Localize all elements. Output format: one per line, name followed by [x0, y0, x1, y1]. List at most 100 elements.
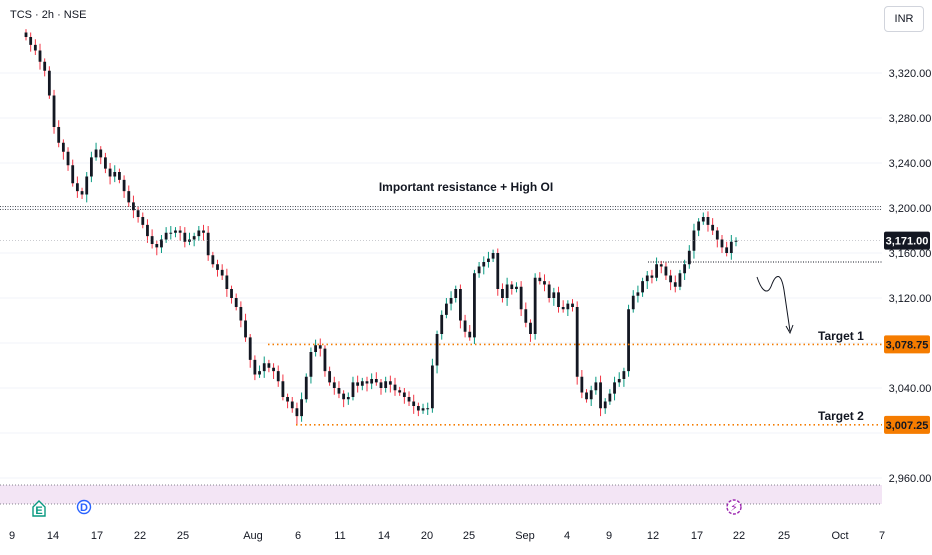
candle-body[interactable]: [160, 239, 163, 248]
candle-body[interactable]: [253, 359, 257, 375]
candle-body[interactable]: [393, 384, 397, 391]
candle-body[interactable]: [655, 264, 658, 278]
candle-body[interactable]: [501, 289, 504, 298]
candle-body[interactable]: [613, 382, 616, 394]
candle-body[interactable]: [473, 273, 476, 338]
candle-body[interactable]: [379, 382, 383, 388]
candle-body[interactable]: [533, 277, 537, 334]
candle-body[interactable]: [519, 286, 523, 310]
candle-body[interactable]: [557, 292, 560, 307]
candle-body[interactable]: [599, 382, 602, 409]
candle-body[interactable]: [216, 264, 219, 270]
candle-body[interactable]: [734, 240, 738, 242]
candle-body[interactable]: [543, 281, 546, 285]
candle-body[interactable]: [585, 392, 588, 400]
candle-body[interactable]: [351, 382, 355, 397]
candle-body[interactable]: [589, 390, 593, 400]
dividend-event-icon[interactable]: [76, 499, 92, 515]
candle-body[interactable]: [683, 264, 687, 274]
candle-body[interactable]: [104, 157, 107, 169]
candle-body[interactable]: [89, 157, 93, 177]
candle-body[interactable]: [300, 399, 303, 417]
candle-body[interactable]: [318, 345, 322, 349]
candle-body[interactable]: [603, 401, 607, 409]
candle-body[interactable]: [52, 95, 56, 128]
candle-body[interactable]: [75, 183, 79, 192]
candle-body[interactable]: [407, 397, 411, 402]
candle-body[interactable]: [258, 371, 261, 375]
candle-body[interactable]: [122, 179, 126, 192]
candle-body[interactable]: [178, 230, 182, 233]
candle-body[interactable]: [697, 221, 701, 231]
candle-body[interactable]: [627, 309, 630, 372]
candle-body[interactable]: [113, 172, 117, 177]
candle-body[interactable]: [435, 334, 439, 366]
candle-body[interactable]: [66, 151, 70, 166]
candle-body[interactable]: [505, 284, 509, 299]
candle-body[interactable]: [239, 307, 243, 321]
candle-body[interactable]: [342, 393, 346, 400]
candle-body[interactable]: [449, 298, 453, 304]
candle-body[interactable]: [118, 172, 121, 180]
candle-body[interactable]: [659, 264, 663, 267]
candle-body[interactable]: [164, 232, 168, 240]
candle-body[interactable]: [454, 289, 458, 298]
candle-body[interactable]: [43, 61, 47, 71]
candle-body[interactable]: [108, 168, 112, 177]
candle-body[interactable]: [80, 191, 84, 195]
candle-body[interactable]: [328, 371, 332, 383]
candle-body[interactable]: [370, 379, 374, 384]
candle-body[interactable]: [547, 284, 551, 299]
candle-body[interactable]: [202, 230, 205, 233]
candle-body[interactable]: [136, 210, 140, 217]
candle-body[interactable]: [402, 392, 406, 398]
candle-body[interactable]: [650, 275, 654, 278]
candle-body[interactable]: [664, 266, 668, 276]
candle-body[interactable]: [281, 381, 285, 397]
candle-body[interactable]: [262, 363, 266, 372]
candle-body[interactable]: [416, 406, 420, 411]
candle-body[interactable]: [487, 258, 490, 262]
candle-body[interactable]: [183, 232, 187, 242]
candle-body[interactable]: [398, 390, 402, 393]
candle-body[interactable]: [230, 289, 233, 298]
candle-body[interactable]: [24, 32, 28, 38]
candle-body[interactable]: [150, 236, 154, 244]
candle-body[interactable]: [94, 149, 98, 158]
candle-body[interactable]: [617, 379, 621, 383]
upcoming-event-icon[interactable]: [726, 499, 742, 515]
candle-body[interactable]: [141, 217, 145, 225]
candle-body[interactable]: [234, 298, 238, 307]
candle-body[interactable]: [706, 217, 710, 225]
candle-body[interactable]: [267, 363, 271, 368]
candle-body[interactable]: [496, 253, 500, 289]
candle-body[interactable]: [571, 303, 574, 307]
candle-body[interactable]: [85, 176, 89, 195]
candle-body[interactable]: [314, 345, 318, 352]
candle-body[interactable]: [29, 37, 33, 45]
candle-body[interactable]: [374, 379, 378, 383]
candle-body[interactable]: [641, 281, 644, 293]
candle-body[interactable]: [701, 217, 705, 222]
candle-body[interactable]: [566, 303, 570, 310]
candle-body[interactable]: [515, 286, 518, 289]
candle-body[interactable]: [346, 397, 350, 400]
candle-body[interactable]: [337, 388, 341, 394]
candle-body[interactable]: [47, 70, 51, 96]
candle-body[interactable]: [295, 408, 299, 417]
candle-body[interactable]: [290, 401, 294, 409]
candle-body[interactable]: [146, 224, 149, 237]
candle-body[interactable]: [99, 149, 103, 158]
candle-body[interactable]: [365, 381, 369, 384]
currency-selector[interactable]: INR: [884, 6, 924, 32]
candle-body[interactable]: [594, 382, 598, 391]
candle-body[interactable]: [678, 273, 682, 287]
candle-body[interactable]: [631, 295, 635, 310]
candle-body[interactable]: [529, 322, 532, 334]
candle-body[interactable]: [580, 376, 584, 393]
candle-body[interactable]: [248, 337, 252, 360]
candle-body[interactable]: [155, 244, 159, 248]
candle-body[interactable]: [482, 262, 486, 267]
candle-body[interactable]: [444, 303, 448, 315]
